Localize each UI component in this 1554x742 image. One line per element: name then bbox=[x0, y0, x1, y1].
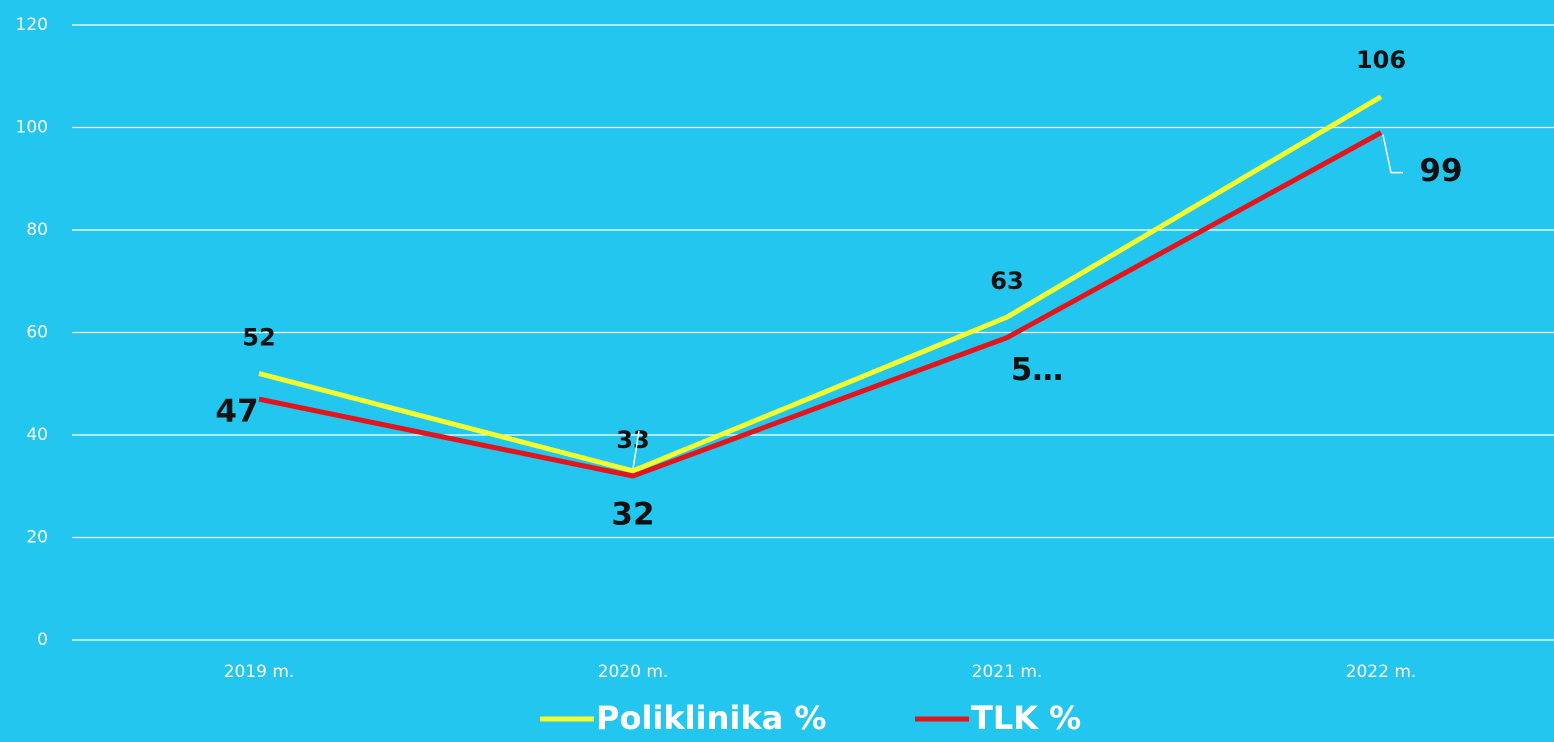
data-label: 47 bbox=[215, 394, 258, 430]
line-series bbox=[258, 130, 1383, 479]
data-label: 99 bbox=[1419, 153, 1462, 189]
data-label: 63 bbox=[990, 267, 1023, 295]
y-tick-label: 120 bbox=[16, 15, 48, 35]
x-tick-label: 2020 m. bbox=[598, 662, 669, 682]
data-label: 52 bbox=[242, 324, 275, 352]
y-tick-label: 40 bbox=[26, 425, 48, 445]
data-label: 33 bbox=[616, 426, 649, 454]
x-tick-label: 2021 m. bbox=[972, 662, 1043, 682]
y-tick-label: 100 bbox=[16, 118, 48, 138]
x-tick-label: 2019 m. bbox=[224, 662, 295, 682]
y-tick-label: 20 bbox=[26, 528, 48, 548]
leader-line bbox=[1382, 134, 1403, 174]
legend-label: TLK % bbox=[971, 699, 1081, 737]
leader-line bbox=[632, 430, 640, 469]
line-series bbox=[258, 94, 1383, 474]
data-label: 106 bbox=[1356, 46, 1406, 74]
legend-label: Poliklinika % bbox=[596, 699, 826, 737]
data-label: 32 bbox=[611, 497, 654, 533]
y-tick-label: 0 bbox=[37, 630, 48, 650]
data-label: 5… bbox=[1011, 352, 1064, 388]
y-tick-label: 60 bbox=[26, 323, 48, 343]
x-tick-label: 2022 m. bbox=[1346, 662, 1417, 682]
y-tick-label: 80 bbox=[26, 220, 48, 240]
